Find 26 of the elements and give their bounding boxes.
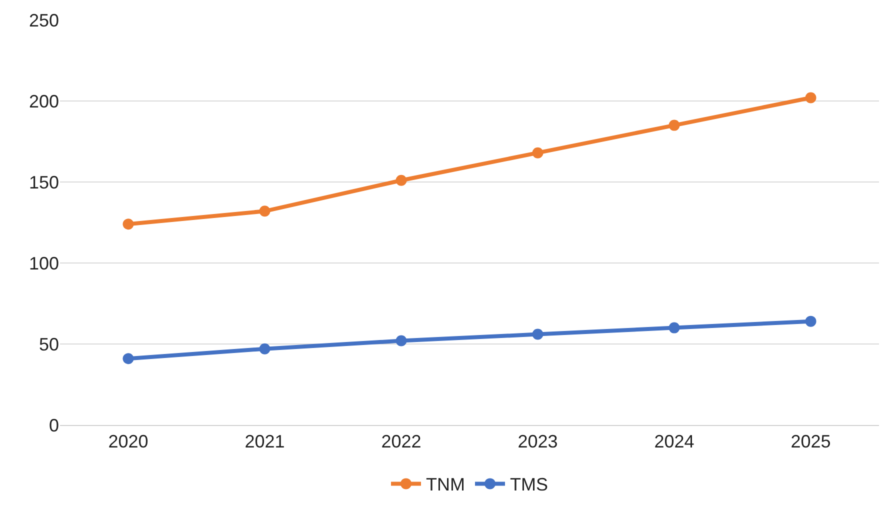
y-tick-label: 50 — [38, 334, 59, 354]
legend-label: TMS — [510, 474, 548, 495]
point — [532, 328, 544, 340]
point — [532, 147, 544, 158]
y-tick-label: 0 — [48, 415, 59, 436]
point — [122, 353, 134, 364]
legend-label: TNM — [426, 474, 465, 495]
x-tick-label: 2023 — [518, 432, 558, 452]
point — [259, 343, 270, 354]
point — [668, 322, 680, 334]
y-tick-label: 200 — [28, 91, 59, 112]
x-tick-label: 2020 — [108, 432, 148, 452]
point — [668, 120, 680, 131]
x-tick-label: 2024 — [654, 432, 694, 452]
x-tick-label: 2022 — [381, 432, 422, 452]
y-tick-label: 250 — [28, 10, 59, 30]
point — [805, 316, 816, 327]
point — [396, 335, 407, 346]
point — [259, 206, 270, 217]
point — [805, 92, 816, 104]
y-tick-label: 100 — [28, 253, 59, 274]
point — [396, 174, 407, 186]
x-tick-label: 2021 — [244, 432, 285, 452]
x-tick-label: 2025 — [790, 432, 831, 452]
point — [122, 218, 134, 230]
y-tick-label: 150 — [28, 172, 59, 192]
